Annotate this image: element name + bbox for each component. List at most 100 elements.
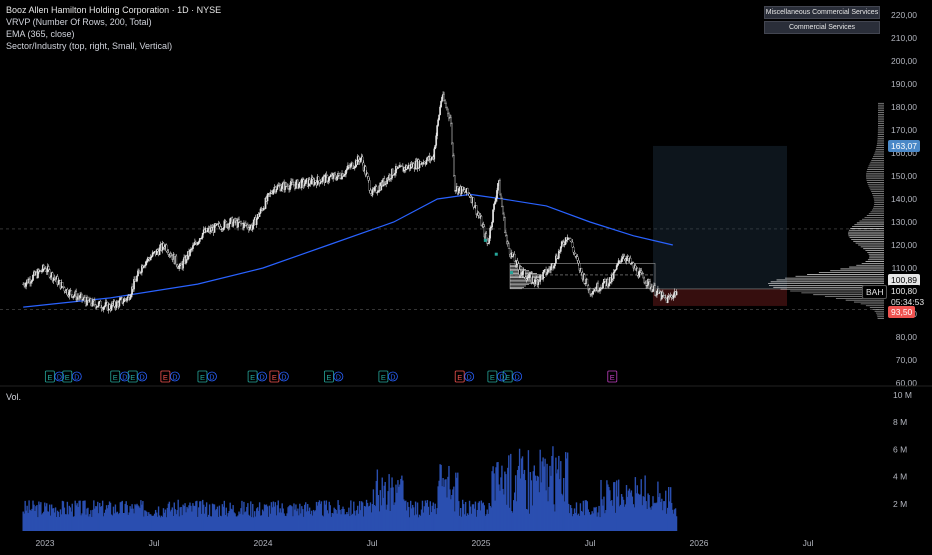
volume-bar: [281, 503, 283, 531]
volume-bar: [519, 478, 522, 531]
volume-bar: [315, 501, 318, 531]
candle-body: [502, 206, 504, 215]
candle-body: [141, 265, 143, 273]
candle-body: [652, 289, 654, 292]
target-zone: [653, 145, 787, 289]
candle-body: [621, 257, 624, 259]
volume-bar: [246, 506, 248, 531]
volume-bar: [513, 492, 516, 531]
volume-bar: [52, 508, 55, 531]
volume-bar: [467, 514, 470, 531]
volume-bar: [53, 512, 56, 531]
volume-bar: [535, 480, 537, 531]
volume-bar: [546, 463, 548, 531]
volume-bar: [379, 490, 381, 531]
candle-body: [629, 258, 632, 264]
volume-bar: [513, 500, 515, 531]
candle-body: [394, 172, 396, 175]
volume-bar: [51, 508, 54, 531]
volume-bar: [346, 512, 348, 531]
earnings-marker-label: E: [65, 373, 70, 382]
earnings-marker-label: E: [505, 373, 510, 382]
candle-body: [102, 306, 105, 310]
volume-bar: [422, 512, 425, 531]
candle-body: [499, 180, 501, 196]
candle-body: [423, 162, 426, 164]
volume-bar: [462, 504, 465, 531]
volume-bar: [436, 508, 438, 531]
candle-body: [570, 240, 573, 243]
volume-bar: [38, 501, 40, 531]
candle-body: [546, 272, 548, 275]
volume-bar: [306, 511, 308, 531]
candle-body: [640, 270, 643, 274]
earnings-marker: [502, 370, 513, 383]
volume-bar: [587, 509, 589, 531]
candle-body: [321, 177, 324, 182]
candle-body: [129, 297, 131, 300]
volume-bar: [67, 514, 70, 531]
candle-body: [638, 270, 641, 278]
candle-body: [57, 280, 60, 285]
volume-bar: [199, 501, 201, 531]
volume-bar: [177, 499, 179, 531]
volume-bar: [243, 501, 245, 531]
volume-bar: [321, 515, 324, 531]
volume-bar: [202, 499, 204, 531]
volume-bar: [568, 513, 571, 531]
candle-body: [521, 271, 524, 275]
volume-bar: [310, 510, 313, 531]
volume-bar: [619, 504, 622, 531]
volume-bar: [283, 513, 285, 531]
candle-body: [663, 295, 666, 298]
volume-bar: [56, 510, 59, 531]
volume-bar: [34, 510, 36, 531]
earnings-marker-label: E: [113, 373, 118, 382]
dividend-marker: [257, 371, 268, 382]
volume-bar: [46, 503, 48, 531]
volume-bar: [420, 509, 423, 531]
candle-body: [66, 289, 69, 296]
earnings-marker-label: E: [200, 373, 205, 382]
indicator-ema[interactable]: EMA (365, close): [6, 29, 75, 39]
earnings-marker-label: E: [457, 373, 462, 382]
candle-body: [310, 177, 313, 185]
volume-bar: [667, 507, 669, 531]
volume-bar: [323, 500, 326, 531]
volume-bar: [260, 515, 263, 531]
volume-bar: [300, 513, 302, 531]
volume-bar: [311, 515, 314, 531]
volume-bar: [411, 504, 414, 531]
volume-bar: [217, 516, 220, 531]
volume-bar: [454, 511, 456, 531]
volume-bar: [599, 517, 601, 531]
volume-bar: [152, 515, 155, 531]
price-tick-label: 120,00: [891, 240, 917, 250]
earnings-marker: [323, 370, 334, 383]
indicator-vrvp[interactable]: VRVP (Number Of Rows, 200, Total): [6, 17, 152, 27]
volume-bar: [146, 511, 148, 531]
candle-body: [580, 268, 583, 273]
candle-body: [567, 237, 570, 239]
volume-bar: [534, 475, 536, 531]
candle-body: [32, 275, 34, 281]
volume-bar: [410, 508, 413, 531]
candle-body: [430, 158, 433, 161]
volume-bar: [389, 510, 391, 531]
volume-bar: [670, 502, 673, 531]
indicator-sector[interactable]: Sector/Industry (top, right, Small, Vert…: [6, 41, 173, 51]
dividend-marker: [278, 371, 289, 382]
candle-body: [452, 142, 454, 156]
volume-bar: [541, 461, 543, 531]
volume-bar: [330, 516, 332, 531]
volume-bar: [126, 505, 128, 531]
volume-bar: [343, 508, 345, 531]
volume-bar: [554, 511, 556, 531]
candle-body: [336, 176, 338, 181]
candle-body: [93, 300, 96, 305]
candle-body: [586, 278, 589, 286]
volume-bar: [208, 504, 211, 531]
candle-body: [272, 189, 275, 195]
